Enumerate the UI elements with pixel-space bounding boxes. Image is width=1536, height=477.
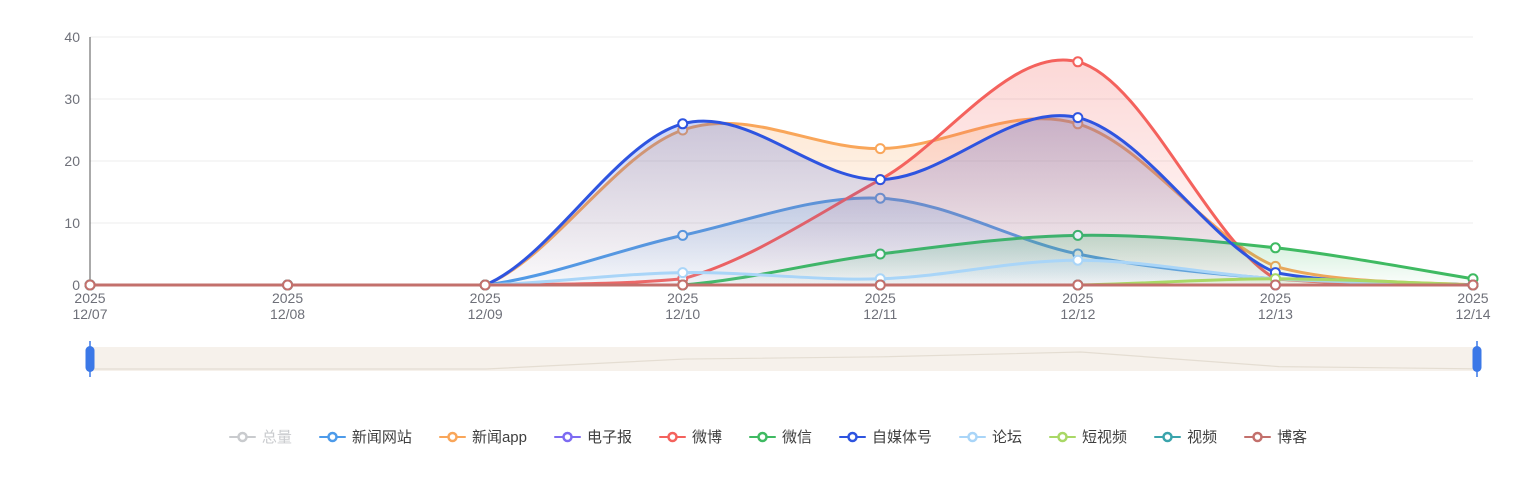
data-point-博客-12/10[interactable] <box>677 279 689 291</box>
legend-item-总量[interactable]: 总量 <box>228 426 292 447</box>
legend-item-label: 论坛 <box>992 429 1023 446</box>
x-axis-label-year: 2025 <box>272 290 303 306</box>
y-axis-label: 40 <box>64 29 80 45</box>
x-axis-label-date: 12/14 <box>1455 306 1490 322</box>
legend-item-新闻网站[interactable]: 新闻网站 <box>318 426 412 447</box>
legend-item-新闻app[interactable]: 新闻app <box>438 426 527 447</box>
datazoom-data-shadow <box>90 351 1478 370</box>
legend-item-微信[interactable]: 微信 <box>749 426 812 447</box>
legend-item-label: 博客 <box>1277 429 1308 446</box>
legend-line-icon <box>228 431 256 442</box>
legend-line-icon <box>658 431 686 442</box>
legend-line-icon <box>839 431 867 442</box>
data-point-博客-12/11[interactable] <box>874 279 886 291</box>
legend: 总量 新闻网站 新闻app 电子报 微博 微信 自媒体号 论坛 短视频 视频 博客 <box>0 426 1536 447</box>
data-point-自媒体号-12/10[interactable] <box>677 118 689 130</box>
legend-item-label: 自媒体号 <box>872 429 933 446</box>
legend-item-博客[interactable]: 博客 <box>1244 426 1307 447</box>
x-axis-label-year: 2025 <box>865 290 896 306</box>
data-point-微信-12/13[interactable] <box>1269 242 1281 254</box>
legend-line-icon <box>959 431 987 442</box>
legend-line-icon <box>318 431 346 442</box>
datazoom-left-handle[interactable] <box>85 346 95 372</box>
datazoom-slider[interactable] <box>0 338 1536 382</box>
x-axis-label-date: 12/11 <box>863 306 897 322</box>
legend-item-label: 视频 <box>1187 429 1218 446</box>
series-area-自媒体号 <box>90 115 1473 285</box>
legend-line-icon <box>438 431 466 442</box>
legend-item-label: 微信 <box>782 429 813 446</box>
legend-item-电子报[interactable]: 电子报 <box>553 426 632 447</box>
x-axis-label-date: 12/07 <box>72 306 107 322</box>
x-axis-label-date: 12/09 <box>468 306 503 322</box>
x-axis-label-year: 2025 <box>1260 290 1291 306</box>
x-axis-label-year: 2025 <box>1062 290 1093 306</box>
legend-item-自媒体号[interactable]: 自媒体号 <box>839 426 932 447</box>
data-point-自媒体号-12/12[interactable] <box>1072 112 1084 124</box>
legend-item-label: 短视频 <box>1082 429 1128 446</box>
x-axis-label-date: 12/10 <box>665 306 700 322</box>
y-axis-label: 30 <box>64 91 80 107</box>
data-point-自媒体号-12/11[interactable] <box>874 174 886 186</box>
data-point-博客-12/08[interactable] <box>282 279 294 291</box>
datazoom-right-handle[interactable] <box>1472 346 1482 372</box>
data-point-微博-12/12[interactable] <box>1072 56 1084 68</box>
legend-item-视频[interactable]: 视频 <box>1154 426 1217 447</box>
datazoom-track[interactable] <box>90 347 1477 371</box>
data-point-论坛-12/10[interactable] <box>677 267 689 279</box>
x-axis-label-date: 12/13 <box>1258 306 1293 322</box>
y-axis-label: 10 <box>64 215 80 231</box>
legend-item-label: 电子报 <box>586 429 632 446</box>
x-axis-label-year: 2025 <box>667 290 698 306</box>
legend-item-label: 新闻网站 <box>351 429 412 446</box>
x-axis-label-year: 2025 <box>74 290 105 306</box>
legend-line-icon <box>749 431 776 442</box>
legend-item-label: 总量 <box>261 429 292 446</box>
legend-item-论坛[interactable]: 论坛 <box>959 426 1022 447</box>
legend-item-label: 新闻app <box>471 429 527 446</box>
series-area-论坛 <box>90 260 1473 285</box>
data-point-论坛-12/12[interactable] <box>1072 254 1084 266</box>
y-axis-label: 20 <box>64 153 80 169</box>
data-point-博客-12/14[interactable] <box>1467 279 1479 291</box>
data-point-博客-12/09[interactable] <box>479 279 491 291</box>
chart-canvas: 010203040202512/07202512/08202512/092025… <box>64 29 1490 322</box>
x-axis-label-date: 12/08 <box>270 306 305 322</box>
legend-item-微博[interactable]: 微博 <box>658 426 722 447</box>
data-point-博客-12/13[interactable] <box>1269 279 1281 291</box>
legend-line-icon <box>1049 431 1077 442</box>
legend-line-icon <box>1154 431 1182 442</box>
legend-item-短视频[interactable]: 短视频 <box>1049 426 1127 447</box>
x-axis-label-year: 2025 <box>1457 290 1488 306</box>
x-axis-label-year: 2025 <box>470 290 501 306</box>
data-point-博客-12/12[interactable] <box>1072 279 1084 291</box>
legend-line-icon <box>1244 431 1272 442</box>
y-axis-label: 0 <box>72 277 80 293</box>
legend-line-icon <box>553 431 581 442</box>
legend-item-label: 微博 <box>691 429 722 446</box>
data-point-新闻app-12/11[interactable] <box>874 143 886 155</box>
x-axis-label-date: 12/12 <box>1060 306 1095 322</box>
data-point-博客-12/07[interactable] <box>84 279 96 291</box>
